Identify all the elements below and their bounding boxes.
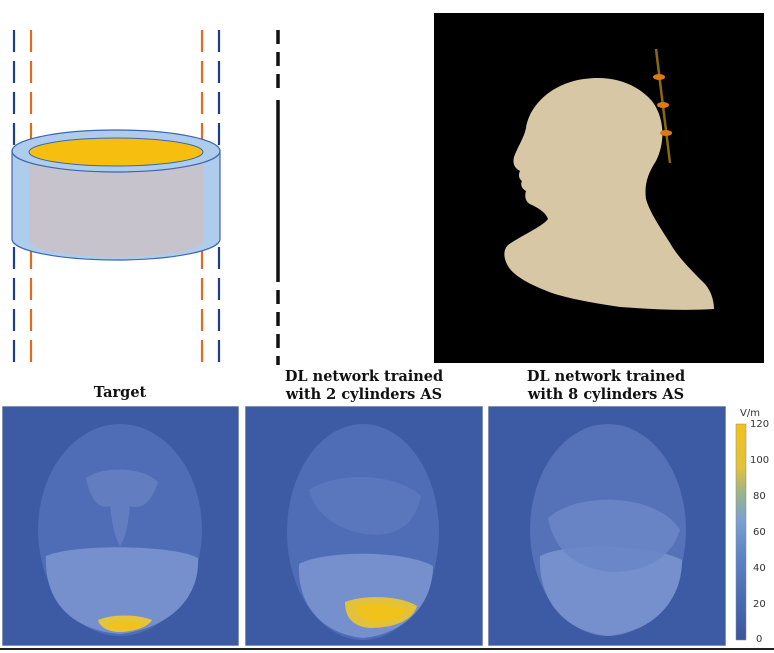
hotspot-core [355,603,407,622]
cylinder-diagram [11,30,280,365]
electrode-2 [657,102,669,108]
field-map-dl2 [245,406,483,646]
colorbar-tick-40: 40 [753,563,766,574]
colorbar-tick-60: 60 [753,527,766,538]
field-map-target [2,406,239,646]
colorbar-unit: V/m [740,408,760,419]
colorbar-tick-80: 80 [753,491,766,502]
bottom-divider [0,648,774,650]
inner-cylinder-top [28,137,204,167]
colorbar-tick-100: 100 [750,455,770,466]
panel-title-dl8: DL network trained with 8 cylinders AS [526,368,686,403]
head-model-panel [434,13,764,363]
mid-region [309,477,421,535]
hotspot-core [106,621,144,630]
upper-structure [86,469,158,546]
electrode-3 [660,130,672,136]
head-silhouette [504,77,714,310]
panel-title-target: Target [93,384,147,401]
lower-region [45,547,199,634]
colorbar-tick-0: 0 [756,634,763,645]
colorbar [735,423,747,641]
colorbar-gradient [735,423,747,641]
inner-cylinder-body [29,151,203,257]
colorbar-tick-20: 20 [753,599,766,610]
colorbar-tick-120: 120 [750,419,770,430]
lower-region [539,546,682,636]
electrode-1 [653,74,665,80]
diffuse-band [548,499,680,572]
field-map-dl8 [488,406,726,646]
panel-title-dl2: DL network trained with 2 cylinders AS [284,368,444,403]
